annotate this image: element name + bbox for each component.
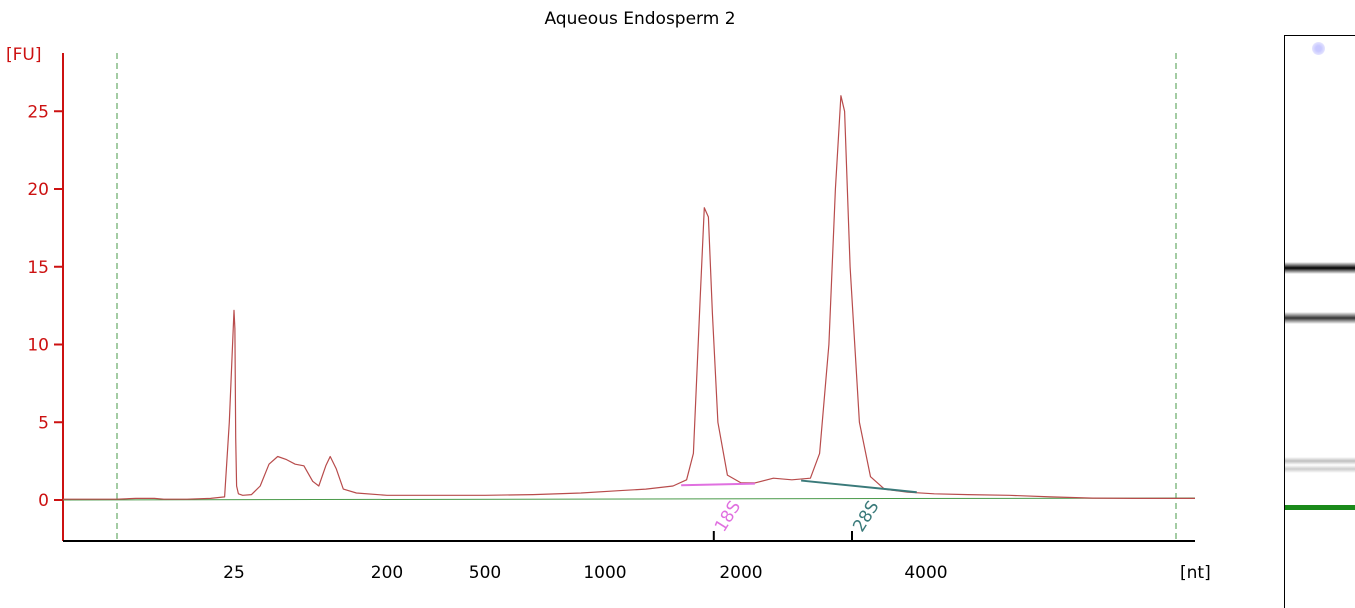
- x-tick-label: 1000: [583, 563, 626, 583]
- gel-band: [1285, 262, 1355, 275]
- chart-title: Aqueous Endosperm 2: [544, 9, 735, 29]
- baseline-line: [62, 497, 1196, 501]
- annotation-label: 28S: [849, 498, 883, 536]
- gel-band: [1285, 311, 1355, 324]
- axes: [62, 53, 1195, 542]
- y-tick-label: 25: [27, 102, 49, 122]
- y-tick-label: 5: [38, 413, 49, 433]
- x-axis-label: [nt]: [1180, 563, 1211, 583]
- x-tick-label: 2000: [719, 563, 762, 583]
- peak-18s-baseline: [681, 482, 755, 487]
- gel-lane: [1284, 35, 1355, 608]
- peak-28s-baseline: [801, 479, 917, 494]
- y-tick-label: 10: [27, 336, 49, 356]
- annotation-label: 18S: [711, 498, 745, 536]
- y-ticks: 0 5 10 15 20 25: [27, 102, 63, 511]
- guide-lines: [116, 53, 1177, 541]
- y-tick-label: 20: [27, 180, 49, 200]
- x-tick-label: 200: [371, 563, 403, 583]
- upper-marker-icon: [1312, 42, 1325, 55]
- electropherogram-trace: [63, 95, 1195, 500]
- x-tick-label: 25: [223, 563, 245, 583]
- x-ticks: 25 200 500 1000 2000 4000: [223, 563, 947, 583]
- electropherogram-chart: Aqueous Endosperm 2 [FU] [nt] 0 5 10 15 20 25…: [6, 9, 1211, 583]
- x-tick-label: 4000: [904, 563, 947, 583]
- y-axis-label: [FU]: [6, 45, 42, 65]
- y-tick-label: 0: [38, 491, 49, 511]
- x-tick-label: 500: [469, 563, 501, 583]
- gel-band: [1285, 465, 1355, 473]
- plot-area: [62, 95, 1196, 501]
- y-tick-label: 15: [27, 258, 49, 278]
- lower-marker-band: [1285, 505, 1355, 510]
- peak-annotations: 18S 28S: [711, 498, 883, 541]
- gel-band: [1285, 456, 1355, 465]
